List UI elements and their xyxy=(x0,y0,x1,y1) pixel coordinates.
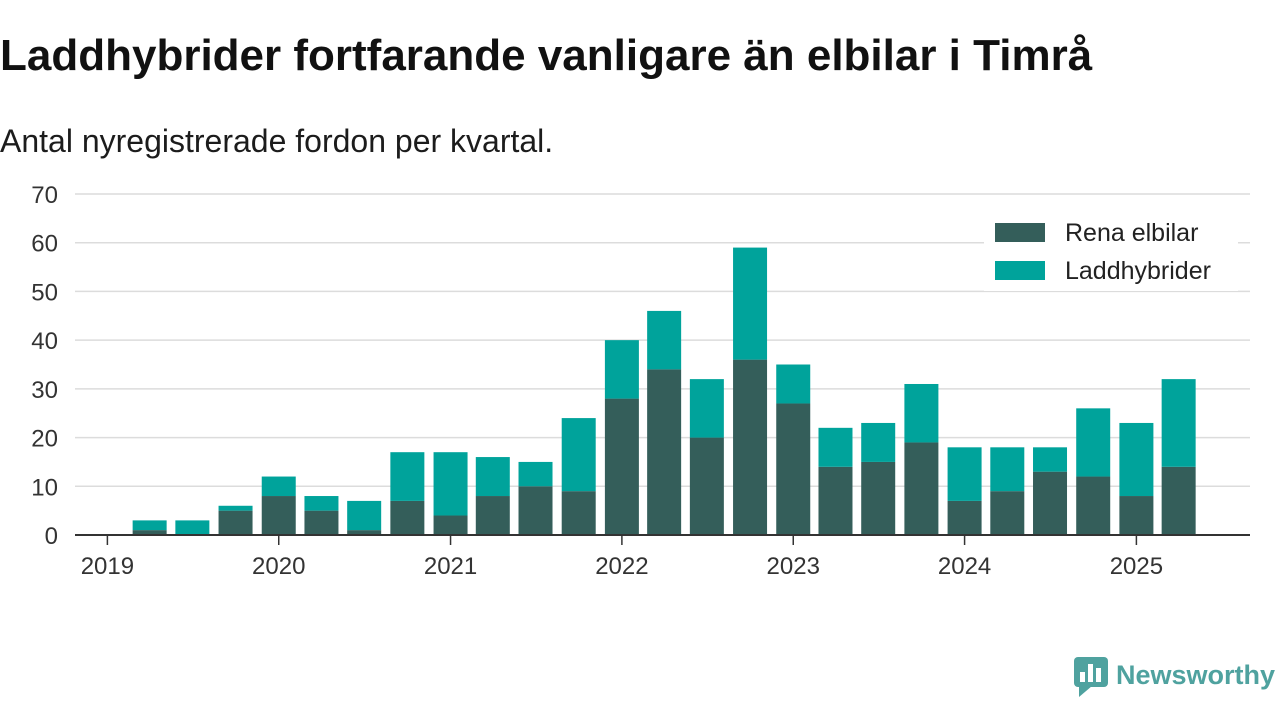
bar-laddhybrider xyxy=(947,447,982,501)
logo-icon-bar xyxy=(1096,668,1101,682)
x-tick-label: 2023 xyxy=(767,553,820,580)
bar-laddhybrider xyxy=(433,452,468,516)
bars xyxy=(132,247,1196,535)
bar-rena-elbilar xyxy=(390,500,425,535)
bar-rena-elbilar xyxy=(561,491,596,535)
bar-laddhybrider xyxy=(218,505,253,511)
bar-laddhybrider xyxy=(304,496,339,511)
bar-rena-elbilar xyxy=(647,369,682,535)
y-tick-label: 20 xyxy=(31,426,58,453)
legend: Rena elbilar Laddhybrider xyxy=(984,213,1238,291)
bar-rena-elbilar xyxy=(261,496,296,535)
bar-rena-elbilar xyxy=(990,491,1025,535)
bar-laddhybrider xyxy=(776,364,811,404)
y-tick-label: 70 xyxy=(31,182,58,209)
bar-laddhybrider xyxy=(475,457,510,497)
x-tick-label: 2025 xyxy=(1110,553,1163,580)
bar-laddhybrider xyxy=(818,427,853,467)
bar-laddhybrider xyxy=(604,340,639,399)
y-tick-label: 40 xyxy=(31,328,58,355)
bar-rena-elbilar xyxy=(475,496,510,535)
bar-laddhybrider xyxy=(1076,408,1111,477)
bar-laddhybrider xyxy=(1033,447,1068,472)
bar-rena-elbilar xyxy=(818,466,853,535)
y-tick-label: 60 xyxy=(31,231,58,258)
y-tick-label: 10 xyxy=(31,474,58,501)
bar-rena-elbilar xyxy=(518,486,553,535)
chart-title: Laddhybrider fortfarande vanligare än el… xyxy=(0,31,1093,80)
legend-label-rena-elbilar: Rena elbilar xyxy=(1065,219,1198,247)
bar-rena-elbilar xyxy=(347,530,382,535)
x-tick-label: 2024 xyxy=(938,553,991,580)
x-tick-label: 2021 xyxy=(424,553,477,580)
y-tick-label: 50 xyxy=(31,279,58,306)
bar-laddhybrider xyxy=(175,520,210,535)
bar-laddhybrider xyxy=(390,452,425,501)
bar-rena-elbilar xyxy=(1161,466,1196,535)
logo-icon-bar xyxy=(1080,672,1085,682)
bar-rena-elbilar xyxy=(218,510,253,535)
bar-rena-elbilar xyxy=(132,530,167,535)
logo-icon-bar xyxy=(1088,664,1093,682)
bar-rena-elbilar xyxy=(433,515,468,535)
y-tick-label: 30 xyxy=(31,377,58,404)
bar-rena-elbilar xyxy=(604,398,639,535)
bar-laddhybrider xyxy=(1161,379,1196,467)
axes: 0 10 20 30 40 50 60 70 2019 2020 2021 2022 2023 2024 2… xyxy=(31,182,1250,580)
newsworthy-logo: Newsworthy xyxy=(1074,657,1275,697)
bar-laddhybrider xyxy=(861,422,896,462)
bar-laddhybrider xyxy=(132,520,167,531)
bar-rena-elbilar xyxy=(861,461,896,535)
bar-rena-elbilar xyxy=(1076,476,1111,535)
x-tick-label: 2020 xyxy=(252,553,305,580)
bar-rena-elbilar xyxy=(1033,471,1068,535)
bar-laddhybrider xyxy=(261,476,296,497)
chart-subtitle: Antal nyregistrerade fordon per kvartal. xyxy=(0,123,554,159)
bar-laddhybrider xyxy=(1119,422,1154,497)
bar-rena-elbilar xyxy=(733,359,768,535)
logo-wordmark: Newsworthy xyxy=(1116,660,1275,690)
bar-rena-elbilar xyxy=(947,500,982,535)
bar-rena-elbilar xyxy=(776,403,811,535)
bar-laddhybrider xyxy=(347,500,382,531)
bar-laddhybrider xyxy=(733,247,768,360)
bar-rena-elbilar xyxy=(689,437,724,535)
x-tick-label: 2019 xyxy=(81,553,134,580)
newsworthy-logo-icon xyxy=(1074,657,1108,697)
bar-rena-elbilar xyxy=(904,442,939,535)
bar-laddhybrider xyxy=(561,418,596,492)
bar-rena-elbilar xyxy=(304,510,339,535)
bar-laddhybrider xyxy=(689,379,724,438)
x-tick-label: 2022 xyxy=(595,553,648,580)
bar-laddhybrider xyxy=(518,461,553,487)
bar-laddhybrider xyxy=(904,383,939,443)
legend-swatch-laddhybrider xyxy=(995,261,1045,280)
legend-label-laddhybrider: Laddhybrider xyxy=(1065,257,1211,285)
logo-icon-tail xyxy=(1079,686,1092,697)
bar-rena-elbilar xyxy=(1119,496,1154,535)
legend-swatch-rena-elbilar xyxy=(995,223,1045,242)
bar-laddhybrider xyxy=(990,447,1025,492)
y-tick-label: 0 xyxy=(45,523,58,550)
bar-laddhybrider xyxy=(647,310,682,370)
